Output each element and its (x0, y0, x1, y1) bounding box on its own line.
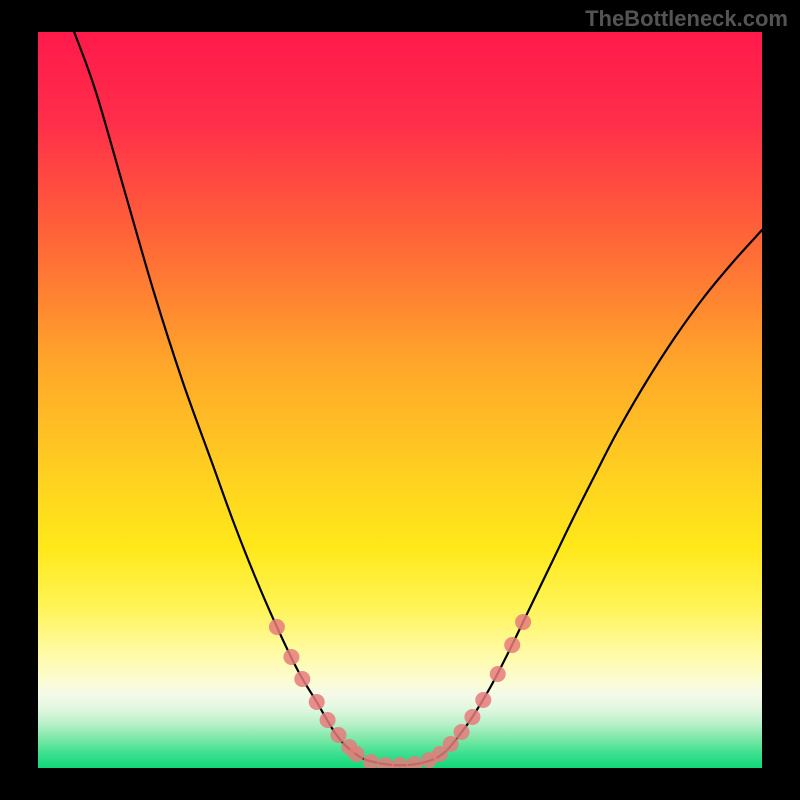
bottleneck-chart (38, 32, 762, 768)
data-marker (515, 614, 531, 630)
figure-container: TheBottleneck.com (0, 0, 800, 800)
data-marker (464, 709, 480, 725)
gradient-background (38, 32, 762, 768)
data-marker (349, 746, 365, 762)
data-marker (475, 692, 491, 708)
data-marker (454, 724, 470, 740)
data-marker (283, 649, 299, 665)
data-marker (309, 694, 325, 710)
data-marker (269, 619, 285, 635)
plot-area (38, 32, 762, 768)
data-marker (330, 727, 346, 743)
watermark-text: TheBottleneck.com (585, 6, 788, 32)
data-marker (490, 666, 506, 682)
data-marker (294, 671, 310, 687)
data-marker (320, 712, 336, 728)
data-marker (504, 637, 520, 653)
data-marker (443, 736, 459, 752)
